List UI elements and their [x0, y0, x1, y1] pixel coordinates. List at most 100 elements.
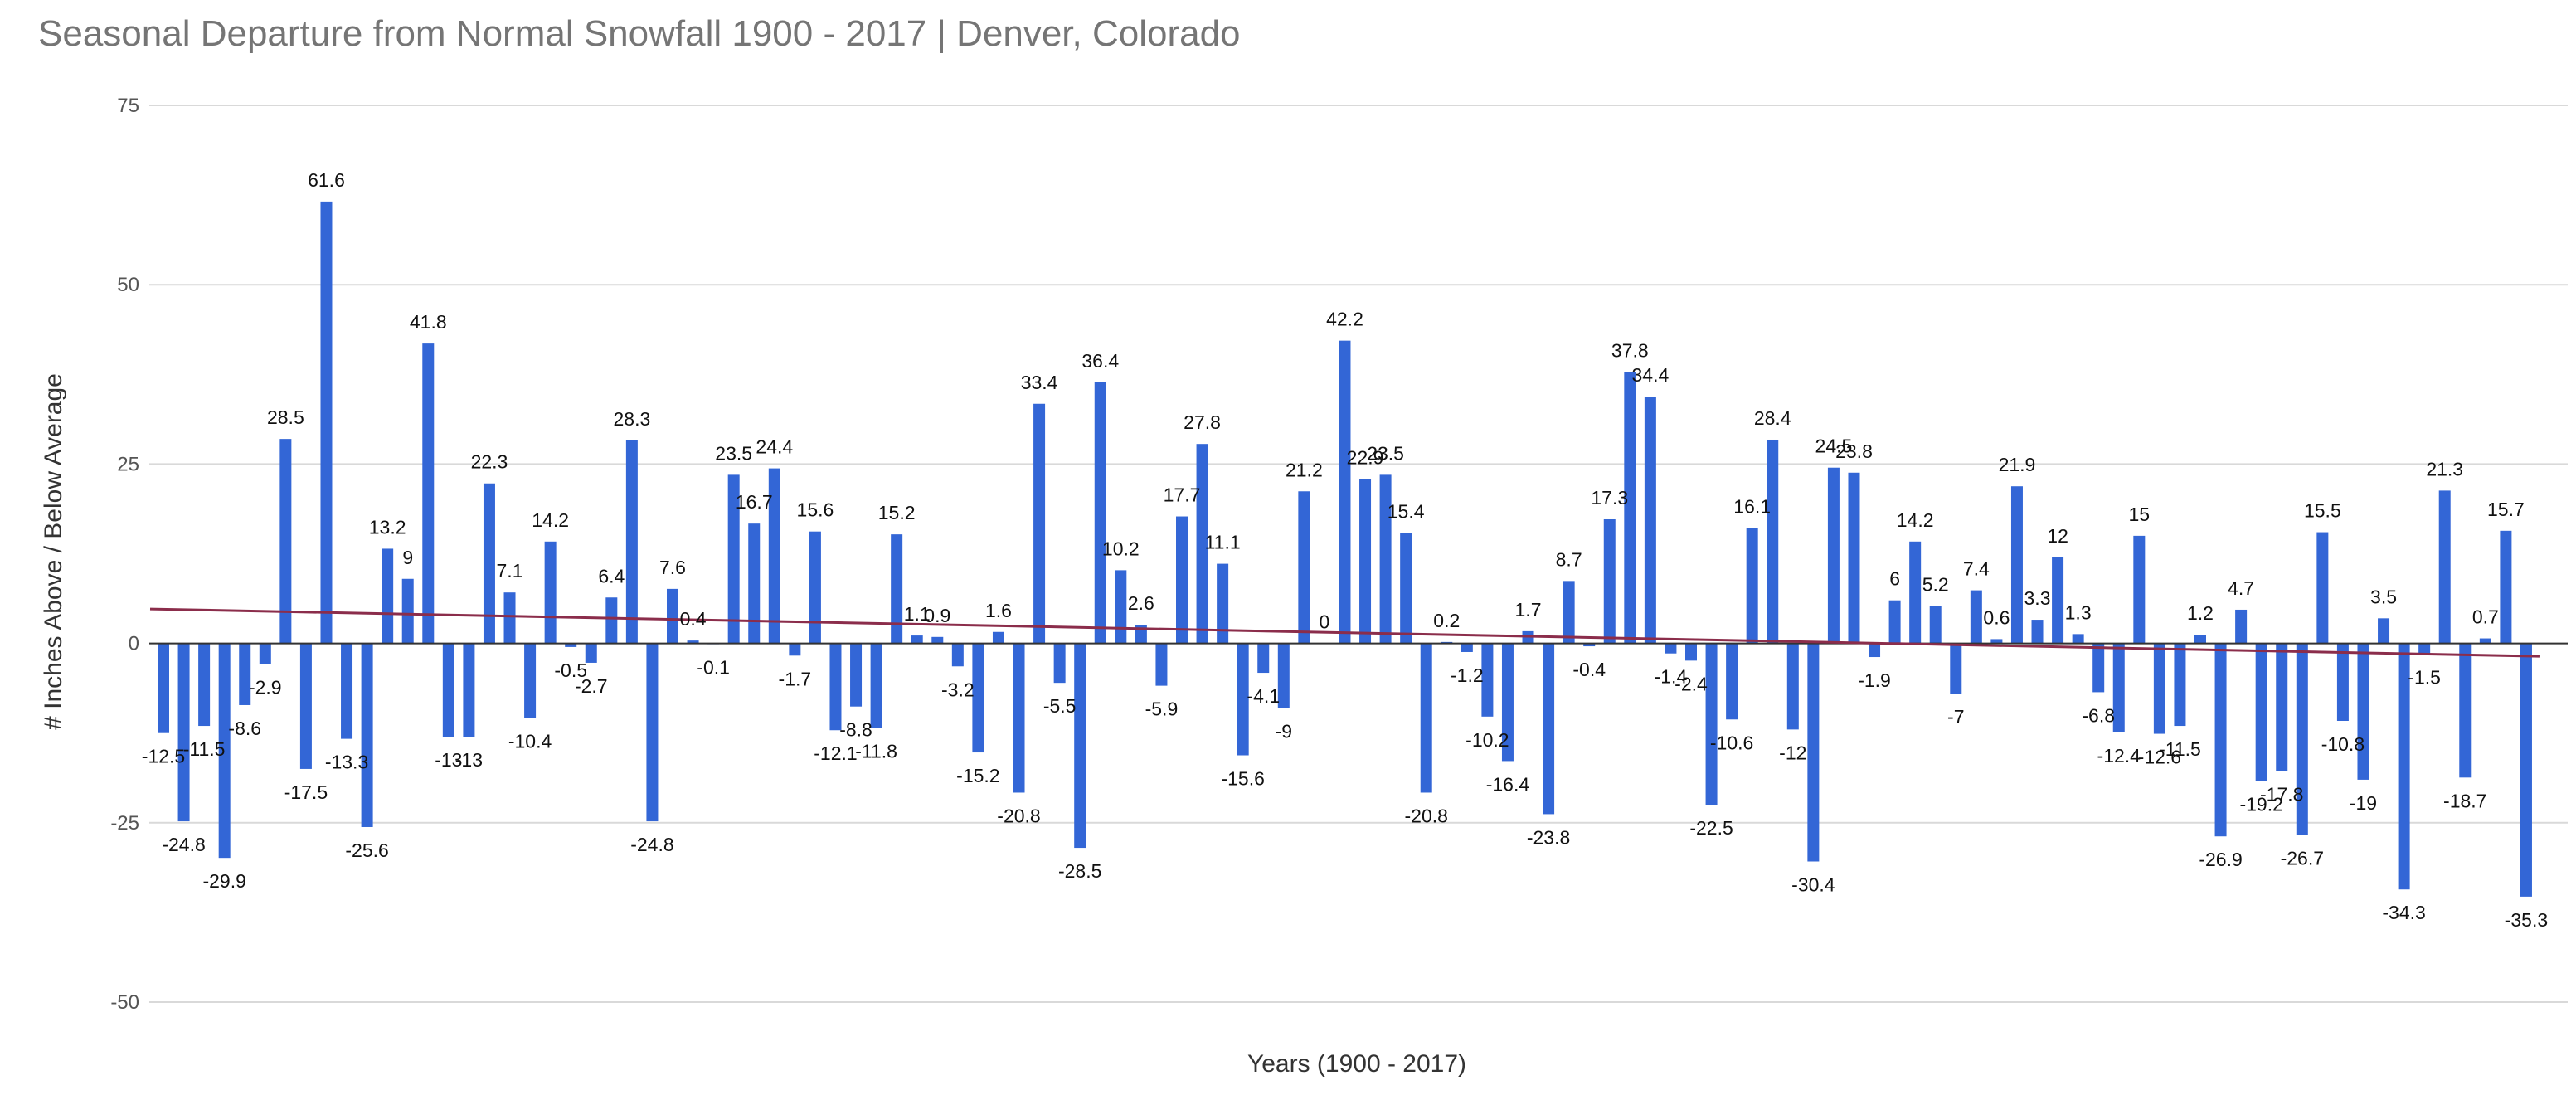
bar [605, 597, 618, 644]
bar-value-label: 6.4 [598, 565, 625, 586]
bar-value-label: 15.7 [2487, 499, 2525, 520]
bar-value-label: -1.4 [1655, 666, 1688, 688]
bar [2052, 557, 2064, 644]
bar-value-label: -0.5 [554, 659, 587, 681]
bar-value-label: 1.6 [985, 600, 1012, 621]
bar [1685, 643, 1697, 661]
y-axis-ticks: -50 -25 0 25 50 75 [110, 95, 139, 1014]
bar-value-label: 23.5 [715, 442, 752, 464]
bar [442, 643, 454, 737]
bar-value-label: 0.6 [1983, 606, 2010, 628]
bar-value-label: -5.9 [1145, 698, 1179, 720]
bar-value-label: 24.5 [1815, 436, 1853, 457]
bar [1277, 643, 1290, 708]
bar [1603, 518, 1616, 644]
bar-value-label: -28.5 [1058, 860, 1101, 882]
y-tick-label: 25 [117, 453, 139, 475]
bar-value-label: -7 [1947, 706, 1964, 728]
bar [1196, 444, 1208, 644]
bar-value-label: -10.4 [508, 731, 552, 752]
bar-value-label: 10.2 [1102, 538, 1140, 559]
bar-value-label: -8.8 [839, 719, 872, 741]
bar [1257, 643, 1270, 674]
bar [850, 643, 863, 707]
bar-value-label: 27.8 [1184, 411, 1221, 433]
bar-value-label: -1.7 [779, 668, 812, 689]
bar [218, 643, 231, 859]
bar-value-label: 7.1 [497, 560, 523, 582]
bar [2153, 643, 2165, 734]
y-tick-label: 75 [117, 95, 139, 117]
bar [2276, 643, 2288, 771]
bar [809, 531, 821, 644]
bar [1624, 372, 1636, 644]
bar-value-label: 61.6 [308, 169, 345, 191]
bar-value-label: 34.4 [1631, 364, 1669, 386]
bar-value-label: 1.3 [2065, 601, 2092, 623]
bar-value-label: -0.1 [697, 656, 730, 678]
bar [1929, 606, 1942, 644]
bar [1217, 563, 1229, 644]
bar [382, 548, 394, 644]
y-axis-title: # Inches Above / Below Average [40, 373, 67, 730]
bar-value-label: 7.4 [1963, 558, 1990, 580]
bar [239, 643, 251, 705]
bar-value-label: 41.8 [410, 311, 447, 333]
bar [1970, 590, 1982, 644]
bar-value-label: -19.2 [2239, 794, 2282, 815]
bar [1705, 643, 1718, 805]
bar-value-label: 6 [1889, 568, 1900, 590]
bar [2214, 643, 2227, 837]
bar-value-label: -12.4 [2097, 745, 2141, 766]
bar-value-label: 17.3 [1591, 487, 1628, 509]
bar [259, 643, 271, 664]
bar-value-label: -0.4 [1572, 659, 1606, 680]
bar [1644, 397, 1656, 644]
bar-value-label: -9 [1276, 720, 1292, 742]
bar-value-label: 0 [1320, 611, 1330, 633]
bar-value-label: 21.2 [1286, 459, 1323, 480]
bar [503, 592, 516, 644]
bar-value-label: 23.8 [1835, 440, 1873, 462]
bar [789, 643, 801, 656]
bar-value-label: -17.5 [284, 781, 328, 803]
bar [1990, 639, 2003, 644]
bar-value-label: -30.4 [1791, 874, 1835, 895]
bar [891, 534, 903, 644]
bar-value-label: -26.9 [2199, 849, 2242, 870]
bar-value-label: 2.6 [1128, 592, 1154, 614]
x-axis-title: Years (1900 - 2017) [1247, 1050, 1466, 1078]
bar [2133, 535, 2146, 644]
bar [1461, 643, 1473, 652]
bar-value-label: 13.2 [369, 516, 406, 538]
bar [1094, 382, 1106, 644]
chart-title: Seasonal Departure from Normal Snowfall … [38, 13, 1241, 54]
bar [667, 588, 678, 644]
bar-value-label: 7.6 [659, 557, 686, 578]
bar [483, 483, 495, 644]
bar [2235, 609, 2248, 644]
bar-value-label: -11.5 [183, 738, 226, 760]
bar [279, 439, 292, 644]
bar [1074, 643, 1086, 849]
bar [972, 643, 984, 753]
bar-value-label: -15.2 [956, 765, 999, 786]
bar-value-label: -18.7 [2443, 790, 2486, 811]
bar [524, 643, 537, 718]
bar [2479, 638, 2491, 644]
bar [2072, 634, 2084, 644]
y-tick-label: 0 [129, 633, 139, 655]
bar-value-label: 23.5 [1367, 442, 1404, 464]
bar-value-label: 33.4 [1021, 372, 1058, 393]
bar-value-label: -13 [455, 749, 483, 771]
bar-value-label: 28.4 [1754, 407, 1791, 429]
bar-value-label: -19 [2350, 792, 2377, 814]
bar-value-label: -13.3 [325, 752, 368, 773]
bar-value-label: 15 [2129, 504, 2151, 525]
bar-value-label: 16.1 [1733, 495, 1771, 517]
bar-value-label: 15.6 [797, 499, 834, 521]
bar-value-label: 3.3 [2024, 587, 2051, 609]
bar-value-label: -26.7 [2281, 848, 2324, 869]
